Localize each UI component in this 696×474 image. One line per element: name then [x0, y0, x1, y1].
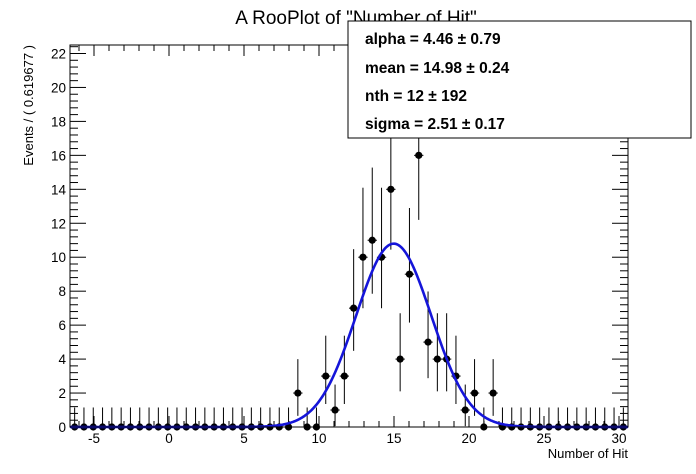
point-marker: [433, 355, 441, 363]
y-tick-label: 18: [51, 114, 66, 129]
point-marker: [461, 406, 469, 414]
y-tick-label: 0: [58, 420, 66, 435]
x-tick-label: 5: [240, 431, 248, 446]
stats-line-nth: nth = 12 ± 192: [365, 88, 467, 105]
stats-line-alpha: alpha = 4.46 ± 0.79: [365, 31, 501, 48]
data-point: [367, 167, 377, 294]
point-marker: [489, 389, 497, 397]
point-marker: [387, 185, 395, 193]
data-point: [395, 313, 405, 392]
point-marker: [405, 270, 414, 278]
x-tick-label: 30: [611, 431, 626, 446]
data-point: [432, 313, 442, 392]
point-marker: [470, 389, 479, 397]
point-marker: [424, 338, 432, 346]
data-point: [349, 249, 359, 351]
x-tick-label: 20: [461, 431, 476, 446]
y-tick-label: 2: [58, 386, 66, 401]
data-point: [321, 335, 331, 405]
data-point: [293, 359, 303, 416]
x-tick-label: 0: [165, 431, 173, 446]
y-tick-label: 14: [51, 182, 67, 197]
y-tick-label: 22: [51, 46, 66, 61]
point-marker: [294, 389, 302, 397]
x-axis-label: Number of Hit: [548, 446, 629, 461]
data-point: [488, 359, 498, 416]
point-marker: [340, 372, 348, 380]
y-tick-label: 20: [51, 80, 66, 95]
point-marker: [368, 236, 376, 244]
y-tick-label: 8: [58, 284, 66, 299]
data-point: [460, 384, 470, 427]
stats-line-mean: mean = 14.98 ± 0.24: [365, 60, 510, 77]
point-marker: [359, 253, 367, 261]
point-marker: [415, 151, 423, 159]
y-tick-label: 12: [51, 216, 66, 231]
point-marker: [322, 372, 330, 380]
data-point: [451, 335, 461, 405]
y-tick-label: 16: [51, 148, 66, 163]
y-tick-label: 6: [58, 318, 66, 333]
data-point: [469, 359, 480, 416]
y-tick-label: 4: [58, 352, 66, 367]
data-point: [330, 384, 340, 427]
point-marker: [350, 304, 358, 312]
x-tick-label: -5: [88, 431, 100, 446]
point-marker: [396, 355, 404, 363]
x-tick-label: 10: [311, 431, 326, 446]
data-point: [358, 187, 368, 309]
stats-box-frame: [347, 20, 692, 139]
y-axis-label: Events / ( 0.619677 ): [21, 45, 36, 166]
data-point: [404, 207, 415, 323]
fit-parameters-box: alpha = 4.46 ± 0.79 mean = 14.98 ± 0.24 …: [347, 20, 692, 139]
y-tick-label: 10: [51, 250, 66, 265]
point-marker: [331, 406, 339, 414]
fit-curve: [70, 242, 628, 429]
x-tick-label: 25: [536, 431, 551, 446]
fit-curve-line: [70, 242, 628, 429]
x-tick-label: 15: [386, 431, 401, 446]
stats-line-sigma: sigma = 2.51 ± 0.17: [365, 116, 505, 133]
